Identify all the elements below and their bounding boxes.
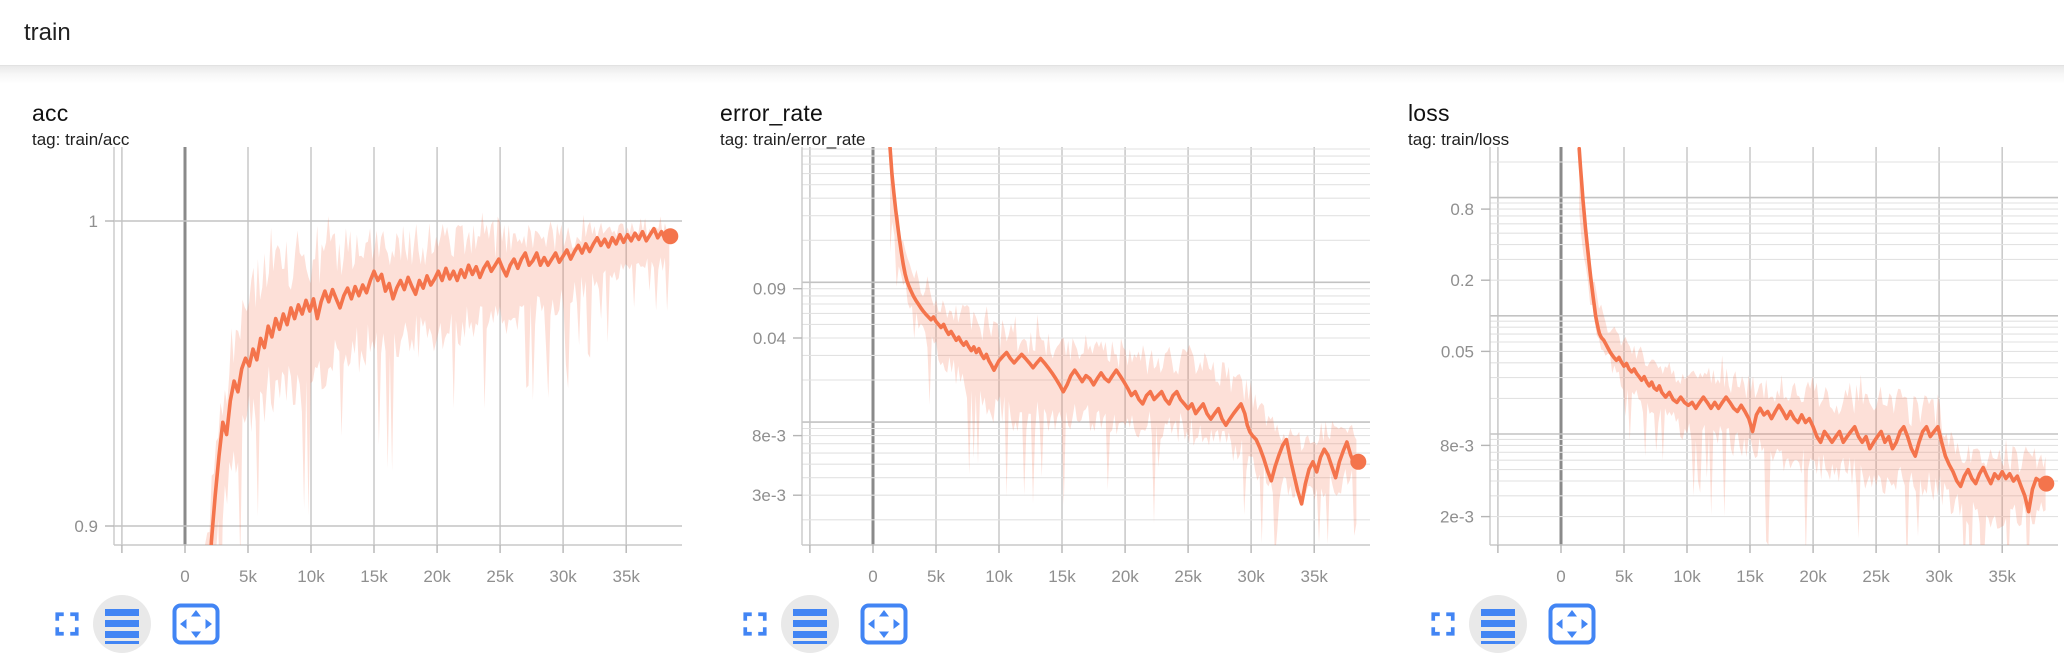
fullscreen-button[interactable]	[52, 609, 82, 639]
x-tick-label: 20k	[1111, 567, 1139, 586]
data-table-toggle-button[interactable]	[1469, 595, 1527, 653]
card-tag: tag: train/error_rate	[720, 130, 866, 149]
x-tick-label: 0	[180, 567, 189, 586]
fullscreen-button[interactable]	[740, 609, 770, 639]
x-tick-label: 10k	[985, 567, 1013, 586]
x-tick-label: 25k	[486, 567, 514, 586]
x-tick-label: 35k	[612, 567, 640, 586]
group-header-shadow	[0, 66, 2064, 84]
fit-domain-button[interactable]	[1548, 603, 1596, 645]
y-tick-label: 0.9	[74, 517, 98, 536]
y-tick-label: 0.05	[1441, 342, 1474, 361]
scalar-card-acc: 1 0.9 0 5k 10k 15k 20k 25k 30k 35k acc tag: train…	[8, 84, 688, 662]
fullscreen-button[interactable]	[1428, 609, 1458, 639]
scalar-chart-acc[interactable]: 1 0.9 0 5k 10k 15k 20k 25k 30k 35k	[8, 84, 688, 662]
fit-domain-button[interactable]	[860, 603, 908, 645]
y-tick-label: 1	[89, 212, 98, 231]
card-tag: tag: train/loss	[1408, 130, 1510, 149]
x-tick-label: 10k	[1673, 567, 1701, 586]
fit-domain-button[interactable]	[172, 603, 220, 645]
final-point-dot	[1350, 453, 1367, 470]
raw-series-band	[890, 159, 1357, 545]
fit-domain-icon	[172, 603, 220, 645]
raw-series-band	[205, 212, 670, 545]
x-tick-label: 25k	[1174, 567, 1202, 586]
x-tick-label: 20k	[1799, 567, 1827, 586]
smoothed-series-line	[888, 147, 1361, 506]
x-tick-label: 20k	[423, 567, 451, 586]
x-tick-label: 30k	[549, 567, 577, 586]
x-tick-label: 30k	[1237, 567, 1265, 586]
y-tick-label: 0.09	[753, 280, 786, 299]
data-table-toggle-button[interactable]	[781, 595, 839, 653]
scalar-card-loss: 0.8 0.2 0.05 8e-3 2e-3 0 5k 10k 15k 20k 25k 30k 35k …	[1384, 84, 2064, 662]
raw-series-band	[1579, 157, 2046, 545]
y-tick-label: 3e-3	[752, 486, 786, 505]
card-tag: tag: train/acc	[32, 130, 130, 149]
x-tick-label: 25k	[1862, 567, 1890, 586]
x-tick-label: 35k	[1300, 567, 1328, 586]
card-title: loss	[1408, 100, 1450, 126]
x-tick-label: 5k	[927, 567, 945, 586]
x-tick-label: 0	[1556, 567, 1565, 586]
y-tick-label: 0.8	[1450, 200, 1474, 219]
smoothed-series-line	[209, 226, 673, 545]
y-tick-label: 0.2	[1450, 271, 1474, 290]
data-table-toggle-button[interactable]	[93, 595, 151, 653]
scalar-card-error-rate: 0.09 0.04 8e-3 3e-3 0 5k 10k 15k 20k 25k 30k 35k er…	[696, 84, 1376, 662]
fullscreen-icon	[1431, 612, 1455, 636]
x-tick-label: 35k	[1988, 567, 2016, 586]
scalar-cards-row: 1 0.9 0 5k 10k 15k 20k 25k 30k 35k acc tag: train…	[0, 84, 2064, 662]
scalar-chart-loss[interactable]: 0.8 0.2 0.05 8e-3 2e-3 0 5k 10k 15k 20k 25k 30k 35k	[1384, 84, 2064, 662]
data-table-icon	[1481, 609, 1515, 644]
y-tick-label: 8e-3	[752, 427, 786, 446]
data-table-icon	[105, 609, 139, 644]
x-tick-label: 15k	[360, 567, 388, 586]
final-point-dot	[2038, 475, 2055, 492]
card-title: acc	[32, 100, 69, 126]
x-tick-label: 15k	[1048, 567, 1076, 586]
x-tick-label: 0	[868, 567, 877, 586]
final-point-dot	[662, 228, 679, 245]
x-tick-label: 5k	[239, 567, 257, 586]
x-tick-label: 5k	[1615, 567, 1633, 586]
fit-domain-icon	[860, 603, 908, 645]
fullscreen-icon	[55, 612, 79, 636]
data-table-icon	[793, 609, 827, 644]
y-tick-label: 0.04	[753, 329, 786, 348]
card-title: error_rate	[720, 100, 823, 126]
fit-domain-icon	[1548, 603, 1596, 645]
x-tick-label: 10k	[297, 567, 325, 586]
run-group-title: train	[24, 18, 71, 46]
x-tick-label: 15k	[1736, 567, 1764, 586]
y-tick-label: 2e-3	[1440, 508, 1474, 527]
y-tick-label: 8e-3	[1440, 436, 1474, 455]
fullscreen-icon	[743, 612, 767, 636]
run-group-header[interactable]: train	[0, 0, 2064, 66]
smoothed-series-line	[1577, 147, 2049, 514]
scalar-chart-error-rate[interactable]: 0.09 0.04 8e-3 3e-3 0 5k 10k 15k 20k 25k 30k 35k	[696, 84, 1376, 662]
x-tick-label: 30k	[1925, 567, 1953, 586]
